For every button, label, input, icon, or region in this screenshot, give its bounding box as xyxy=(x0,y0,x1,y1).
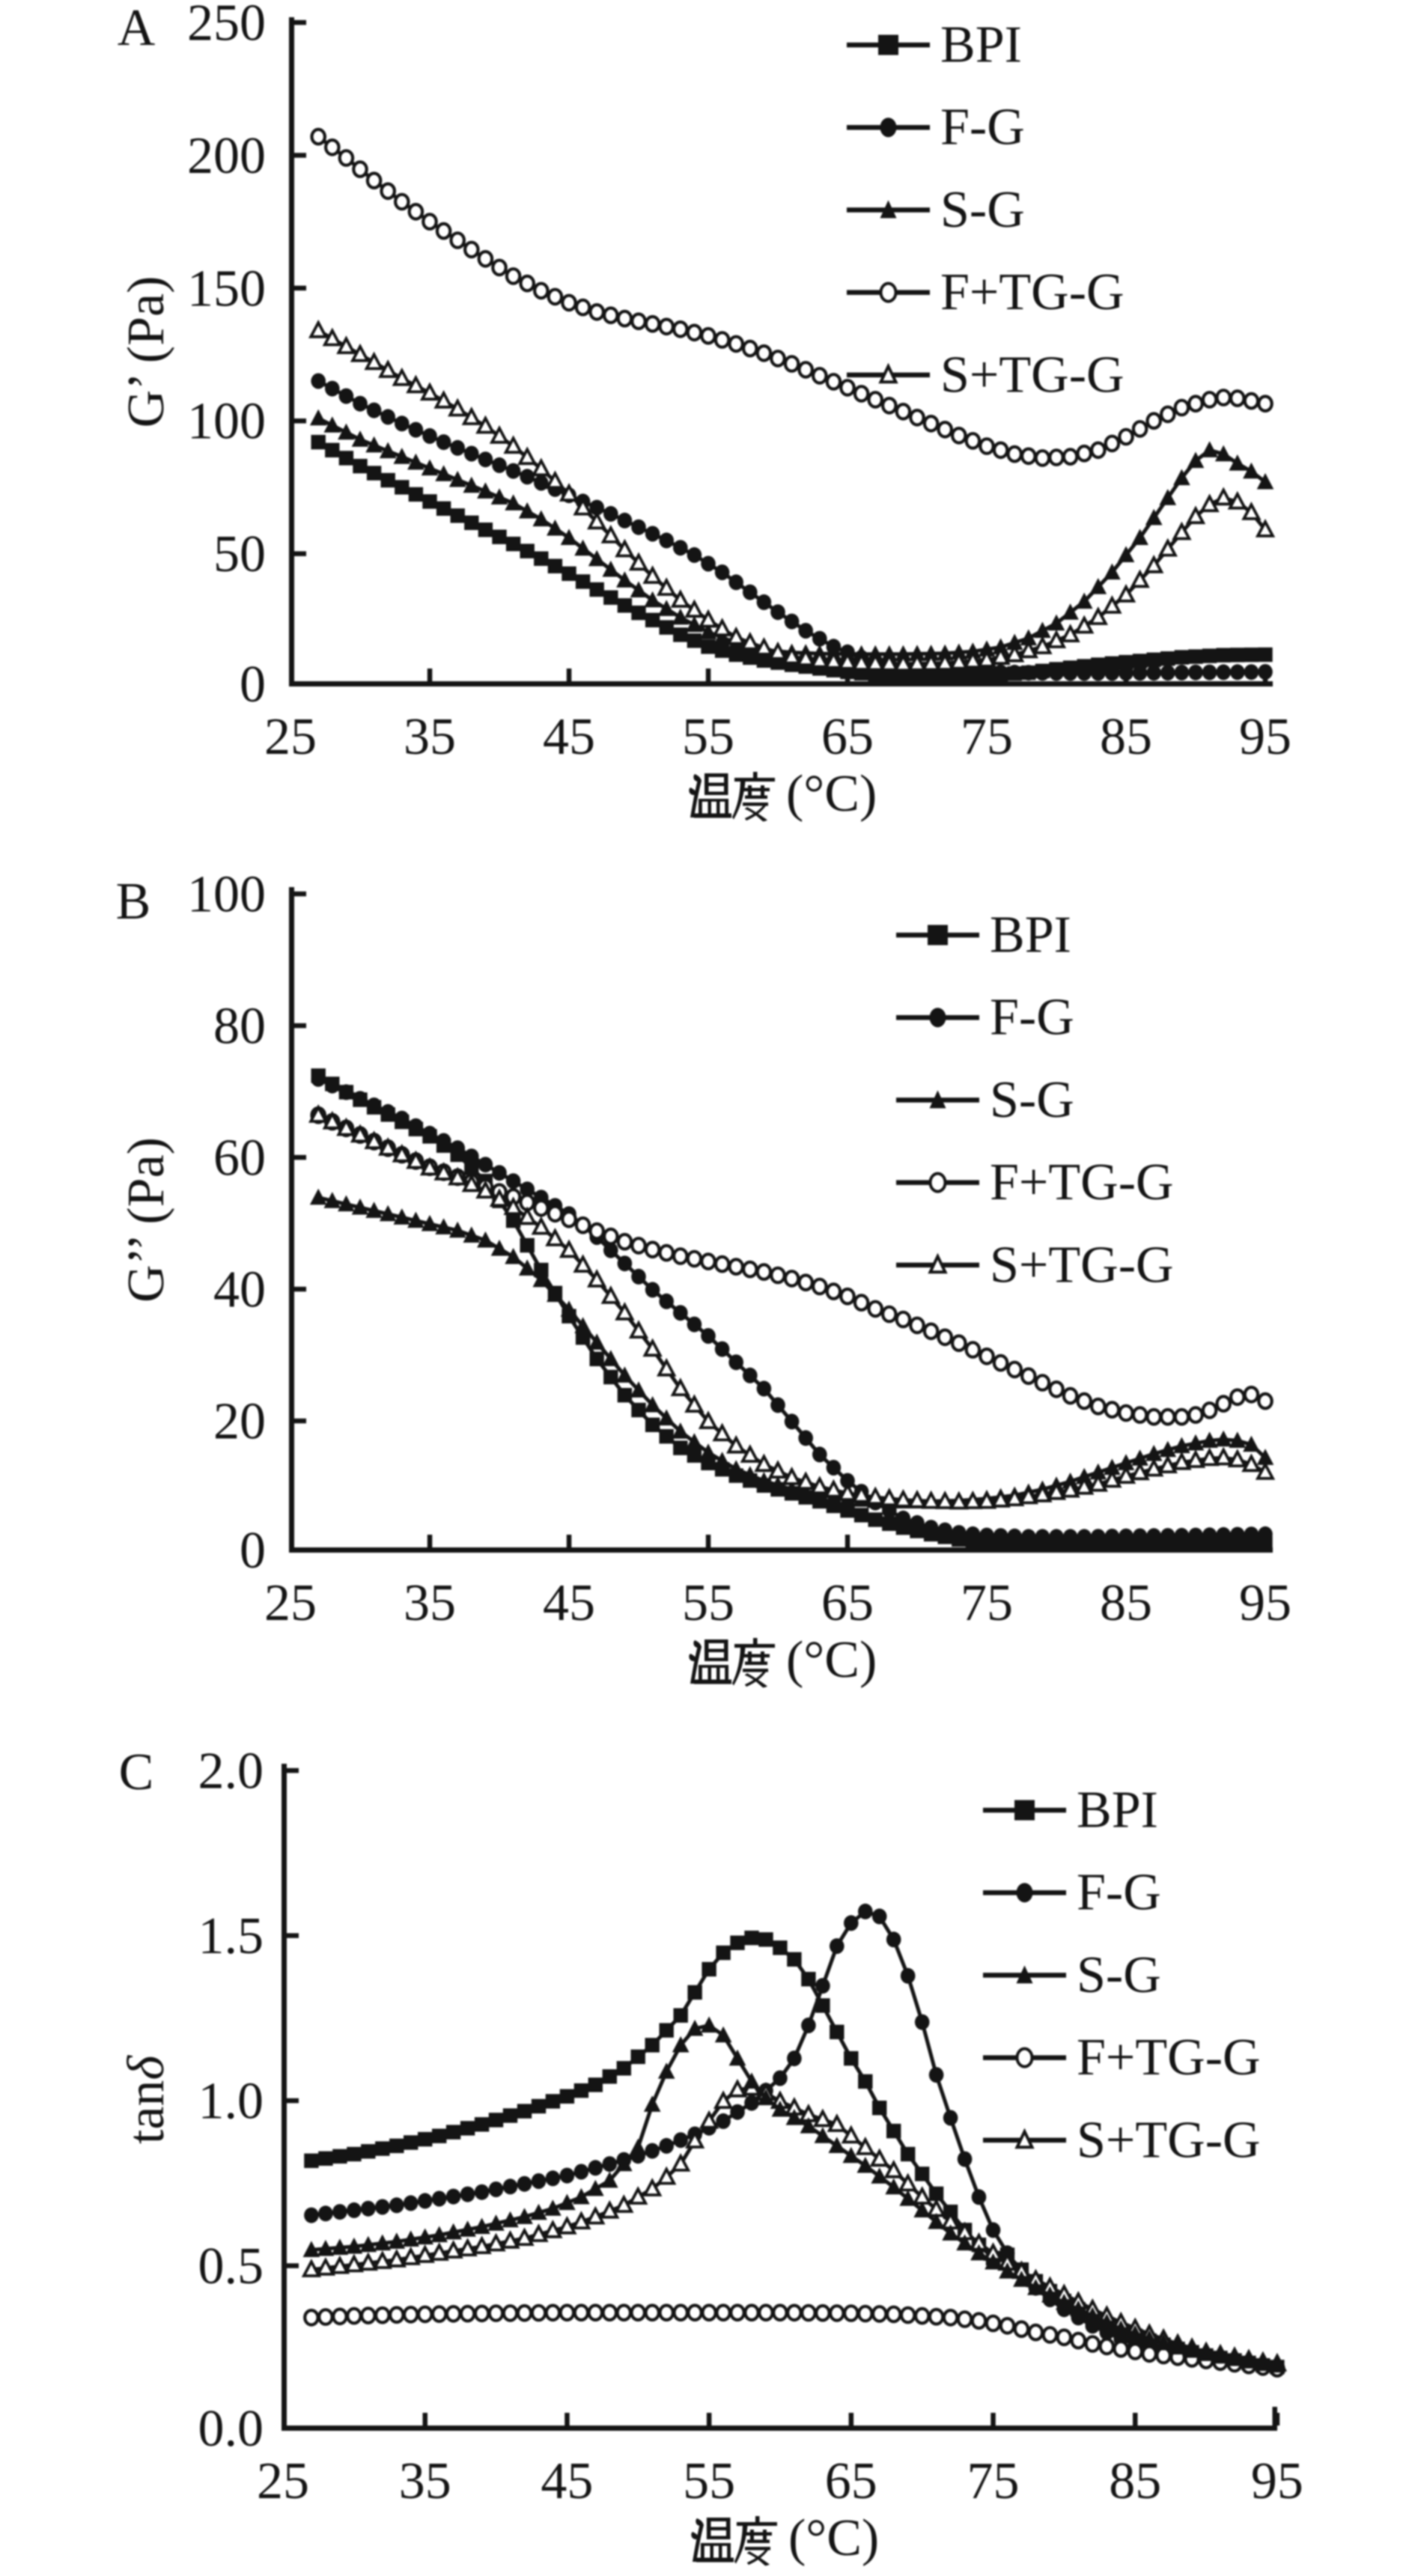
svg-text:1.5: 1.5 xyxy=(198,1907,264,1965)
svg-text:25: 25 xyxy=(264,1574,317,1632)
svg-text:F-G: F-G xyxy=(1077,1864,1161,1922)
svg-text:25: 25 xyxy=(264,708,317,766)
svg-text:G’ (Pa): G’ (Pa) xyxy=(118,276,175,428)
svg-text:80: 80 xyxy=(213,998,266,1056)
svg-text:S+TG-G: S+TG-G xyxy=(1077,2111,1261,2169)
svg-text:0: 0 xyxy=(240,656,266,713)
svg-text:65: 65 xyxy=(821,708,874,766)
svg-text:0: 0 xyxy=(240,1522,266,1580)
svg-text:95: 95 xyxy=(1239,1574,1291,1632)
svg-text:95: 95 xyxy=(1251,2452,1303,2510)
svg-text:45: 45 xyxy=(543,1574,595,1632)
svg-text:20: 20 xyxy=(213,1393,266,1451)
svg-text:F-G: F-G xyxy=(940,99,1025,156)
svg-text:150: 150 xyxy=(187,260,266,317)
svg-text:C: C xyxy=(119,1744,154,1801)
svg-text:35: 35 xyxy=(404,708,456,766)
svg-text:(°C): (°C) xyxy=(786,1631,877,1689)
svg-text:S-G: S-G xyxy=(990,1071,1074,1129)
svg-text:(°C): (°C) xyxy=(786,765,877,823)
svg-text:65: 65 xyxy=(821,1574,874,1632)
svg-text:S-G: S-G xyxy=(1077,1946,1161,2004)
svg-text:85: 85 xyxy=(1100,1574,1152,1632)
svg-text:200: 200 xyxy=(187,127,266,185)
svg-text:55: 55 xyxy=(682,1574,734,1632)
svg-text:F-G: F-G xyxy=(990,989,1074,1047)
svg-text:25: 25 xyxy=(257,2452,309,2510)
svg-text:75: 75 xyxy=(961,1574,1013,1632)
svg-text:60: 60 xyxy=(213,1130,266,1187)
svg-text:45: 45 xyxy=(541,2452,593,2510)
svg-text:A: A xyxy=(118,0,156,57)
svg-text:0.0: 0.0 xyxy=(198,2400,264,2458)
svg-text:2.0: 2.0 xyxy=(198,1743,264,1800)
svg-text:40: 40 xyxy=(213,1261,266,1319)
svg-text:B: B xyxy=(116,873,151,931)
svg-text:85: 85 xyxy=(1109,2452,1161,2510)
svg-text:BPI: BPI xyxy=(1077,1782,1158,1839)
svg-text:95: 95 xyxy=(1239,708,1291,766)
svg-text:G’’ (Pa): G’’ (Pa) xyxy=(118,1137,175,1303)
svg-text:S+TG-G: S+TG-G xyxy=(990,1236,1174,1294)
svg-text:S-G: S-G xyxy=(940,181,1025,239)
svg-text:F+TG-G: F+TG-G xyxy=(990,1154,1174,1211)
svg-text:S+TG-G: S+TG-G xyxy=(940,346,1125,404)
svg-text:BPI: BPI xyxy=(990,907,1071,964)
svg-text:tanδ: tanδ xyxy=(118,2055,175,2145)
svg-text:F+TG-G: F+TG-G xyxy=(940,264,1125,321)
svg-text:55: 55 xyxy=(682,708,734,766)
svg-text:F+TG-G: F+TG-G xyxy=(1077,2029,1261,2086)
svg-text:45: 45 xyxy=(543,708,595,766)
svg-text:0.5: 0.5 xyxy=(198,2238,264,2295)
svg-text:(°C): (°C) xyxy=(788,2509,879,2567)
svg-text:75: 75 xyxy=(967,2452,1020,2510)
svg-text:BPI: BPI xyxy=(940,16,1022,74)
svg-text:35: 35 xyxy=(404,1574,456,1632)
svg-text:75: 75 xyxy=(961,708,1013,766)
svg-text:65: 65 xyxy=(825,2452,877,2510)
svg-text:1.0: 1.0 xyxy=(198,2073,264,2131)
svg-text:85: 85 xyxy=(1100,708,1152,766)
svg-text:100: 100 xyxy=(187,866,266,924)
svg-text:55: 55 xyxy=(683,2452,735,2510)
svg-text:100: 100 xyxy=(187,393,266,451)
svg-text:50: 50 xyxy=(213,526,266,583)
svg-text:250: 250 xyxy=(187,0,266,52)
svg-text:35: 35 xyxy=(399,2452,451,2510)
